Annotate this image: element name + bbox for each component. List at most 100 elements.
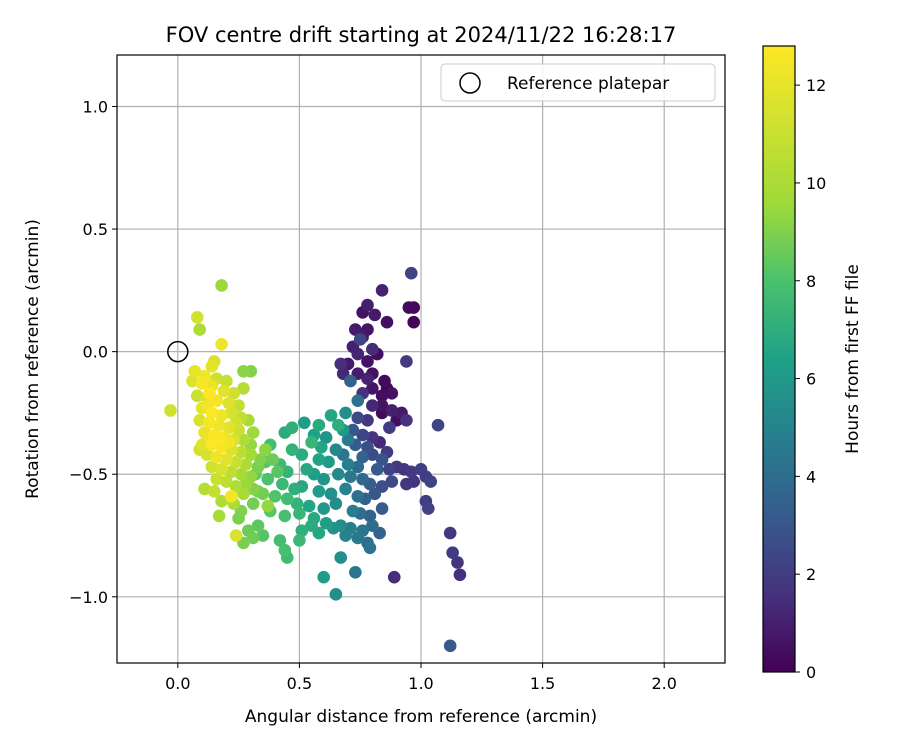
data-point — [200, 448, 214, 461]
data-point — [322, 455, 335, 469]
data-point — [261, 472, 275, 486]
data-point — [446, 546, 459, 559]
data-point — [220, 475, 233, 488]
data-point — [229, 480, 243, 493]
data-point — [234, 445, 248, 459]
data-point — [351, 531, 365, 545]
data-point — [256, 487, 270, 501]
data-point — [198, 482, 211, 496]
data-point — [246, 531, 260, 545]
data-point — [280, 492, 294, 506]
data-point — [346, 504, 360, 518]
data-point — [212, 418, 226, 432]
data-point — [312, 453, 326, 466]
y-tick-label: −0.5 — [69, 465, 108, 484]
data-point — [356, 428, 369, 442]
y-tick-label: 1.0 — [83, 97, 108, 116]
data-point — [351, 394, 365, 407]
data-point — [414, 463, 428, 476]
data-point — [293, 507, 306, 520]
data-point — [317, 502, 331, 515]
data-point — [334, 551, 348, 564]
data-point — [341, 458, 355, 471]
data-point — [339, 406, 352, 420]
data-point — [453, 568, 467, 582]
data-point — [210, 450, 224, 464]
legend: Reference platepar — [440, 63, 716, 102]
data-point — [329, 588, 343, 601]
data-point — [288, 482, 301, 496]
data-point — [361, 440, 374, 454]
data-point — [375, 399, 389, 412]
x-tick-label: 0.0 — [165, 674, 190, 693]
data-point — [339, 529, 352, 542]
x-tick-label: 2.0 — [651, 674, 676, 693]
data-point — [351, 489, 365, 503]
data-point — [334, 357, 348, 371]
data-point — [271, 465, 284, 479]
colorbar-tick-label: 8 — [806, 272, 816, 291]
data-point — [207, 428, 221, 442]
data-point — [363, 541, 377, 555]
data-point — [366, 382, 379, 395]
x-axis-label: Angular distance from reference (arcmin) — [245, 707, 597, 727]
data-point — [239, 458, 253, 471]
data-point — [198, 426, 211, 439]
data-point — [229, 455, 243, 469]
colorbar — [762, 45, 796, 673]
data-point — [366, 431, 379, 444]
data-point — [229, 529, 243, 542]
chart-title: FOV centre drift starting at 2024/11/22 … — [166, 23, 677, 47]
data-point — [332, 467, 345, 481]
data-point — [344, 470, 357, 483]
data-point — [225, 406, 238, 420]
data-point — [400, 477, 413, 491]
data-point — [431, 418, 445, 432]
data-point — [363, 509, 377, 523]
data-point — [383, 463, 396, 476]
data-point — [215, 463, 228, 476]
colorbar-tick-label: 4 — [806, 467, 816, 486]
data-point — [451, 556, 464, 569]
legend-label: Reference platepar — [507, 74, 669, 94]
data-point — [217, 384, 231, 398]
data-point — [261, 499, 275, 513]
data-point — [295, 448, 309, 461]
data-point — [268, 489, 282, 503]
data-point — [329, 443, 343, 457]
data-point — [234, 467, 248, 481]
colorbar-label: Hours from first FF file — [843, 264, 863, 454]
x-tick-label: 1.0 — [408, 674, 433, 693]
data-point — [205, 438, 219, 452]
data-point — [341, 433, 355, 447]
data-point — [290, 497, 304, 510]
data-point — [361, 298, 374, 312]
data-point — [246, 497, 260, 510]
data-point — [356, 450, 369, 464]
data-point — [205, 406, 219, 420]
colorbar-tick-label: 6 — [806, 370, 816, 389]
data-point — [259, 443, 272, 457]
y-axis-label: Rotation from reference (arcmin) — [23, 219, 43, 499]
data-point — [256, 529, 270, 542]
data-point — [220, 453, 233, 466]
data-point — [332, 418, 345, 432]
data-point — [329, 497, 343, 510]
data-point — [370, 463, 384, 476]
data-point — [314, 440, 328, 454]
data-point — [351, 460, 365, 474]
data-point — [424, 475, 438, 488]
data-point — [407, 315, 421, 329]
data-point — [285, 421, 299, 434]
data-point — [285, 443, 299, 457]
data-points — [164, 266, 467, 653]
data-point — [385, 404, 399, 417]
data-point — [203, 416, 216, 430]
data-point — [368, 308, 382, 322]
data-point — [375, 502, 389, 515]
data-point — [222, 421, 236, 434]
data-point — [225, 489, 238, 503]
data-point — [378, 374, 391, 388]
